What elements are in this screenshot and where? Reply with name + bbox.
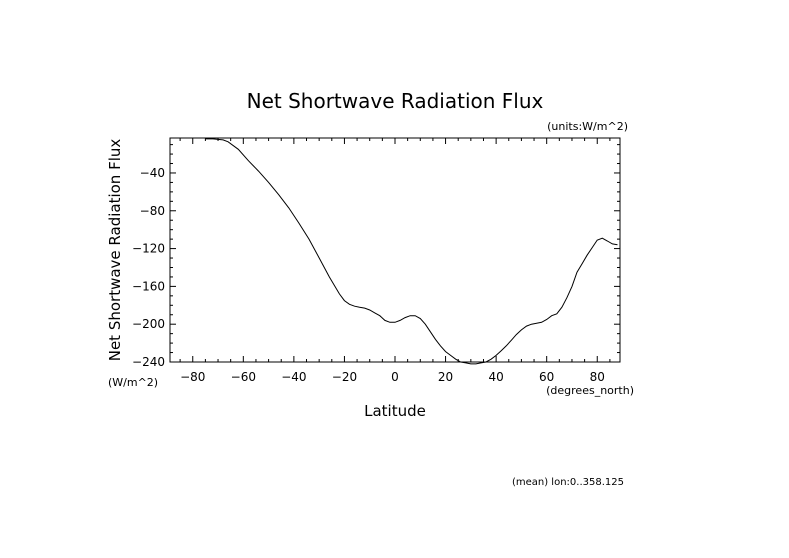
y-axis-label: Net Shortwave Radiation Flux [106, 139, 124, 362]
x-tick-label: 80 [590, 370, 605, 384]
y-tick-label: −240 [132, 355, 165, 369]
x-axis-label: Latitude [364, 402, 426, 420]
footnote: (mean) lon:0..358.125 [512, 477, 624, 488]
x-tick-label: 0 [391, 370, 399, 384]
x-tick-label: 60 [539, 370, 554, 384]
y-tick-label: −160 [132, 279, 165, 293]
y-axis-units: (W/m^2) [108, 376, 158, 389]
x-tick-label: 40 [488, 370, 503, 384]
x-axis: −80 −60 −40 −20 0 20 40 60 80 [179, 138, 611, 384]
x-axis-units: (degrees_north) [546, 384, 634, 397]
x-tick-label: −20 [332, 370, 357, 384]
series-line [205, 138, 618, 365]
x-tick-label: −40 [281, 370, 306, 384]
units-note: (units:W/m^2) [547, 120, 628, 133]
x-tick-label: 20 [438, 370, 453, 384]
y-tick-label: −200 [132, 317, 165, 331]
x-tick-label: −80 [180, 370, 205, 384]
plot-frame [169, 137, 621, 363]
y-tick-label: −80 [140, 204, 165, 218]
y-tick-label: −40 [140, 166, 165, 180]
chart-title: Net Shortwave Radiation Flux [247, 89, 544, 113]
y-tick-label: −120 [132, 242, 165, 256]
y-axis: −40 −80 −120 −160 −200 −240 [132, 144, 620, 369]
x-tick-label: −60 [231, 370, 256, 384]
